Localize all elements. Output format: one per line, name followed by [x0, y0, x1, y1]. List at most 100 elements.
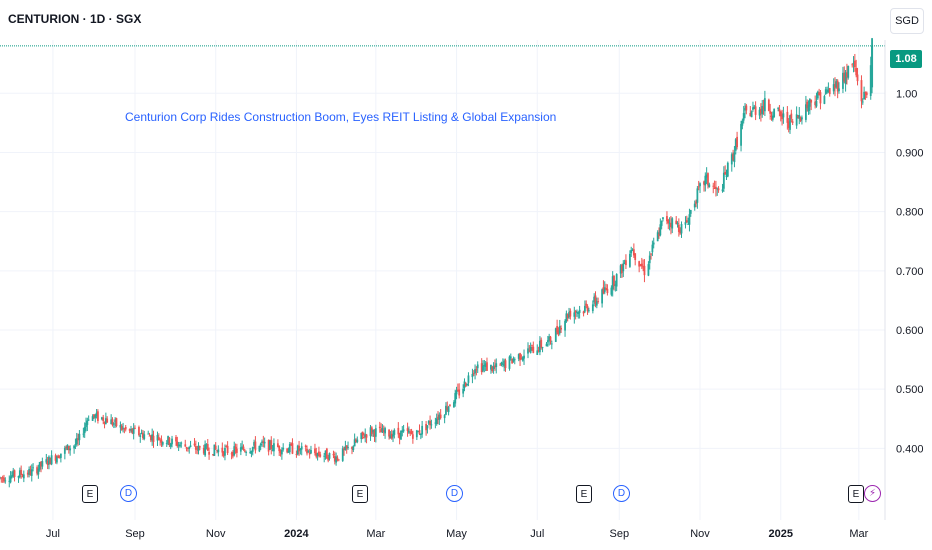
candle-body	[467, 375, 470, 383]
candle-body	[307, 451, 310, 453]
candle-body	[671, 218, 674, 229]
candle-body	[418, 430, 421, 435]
candle-body	[834, 83, 836, 89]
candle-body	[736, 136, 738, 148]
candle-body	[761, 106, 764, 115]
y-tick-label: 0.400	[896, 443, 924, 455]
candle-body	[319, 454, 322, 457]
earnings-icon[interactable]: E	[352, 485, 368, 503]
candle-body	[185, 446, 188, 449]
candle-body	[520, 358, 523, 359]
candle-body	[614, 284, 617, 286]
candle-body	[512, 358, 515, 362]
candle-body	[667, 219, 670, 224]
candle-body	[546, 340, 549, 343]
candle-body	[276, 443, 279, 447]
candle-body	[8, 480, 11, 482]
candle-body	[455, 390, 458, 395]
candle-body	[767, 99, 770, 111]
dividend-icon[interactable]: D	[613, 485, 630, 502]
candle-body	[864, 92, 867, 94]
candle-body	[594, 295, 597, 304]
earnings-icon[interactable]: E	[82, 485, 98, 503]
candle-body	[57, 455, 60, 459]
candle-body	[846, 72, 848, 78]
candle-body	[529, 346, 532, 353]
candle-body	[78, 433, 81, 441]
x-tick-label: Sep	[125, 528, 145, 540]
candle-body	[1, 477, 4, 479]
candle-body	[216, 450, 218, 452]
y-tick-label: 0.900	[896, 147, 924, 159]
candle-body	[703, 181, 705, 185]
candle-body	[628, 253, 631, 267]
candle-body	[532, 346, 535, 353]
candle-body	[392, 435, 394, 437]
candle-body	[650, 253, 652, 255]
candle-body	[159, 439, 162, 441]
candle-body	[106, 418, 109, 423]
candle-body	[270, 440, 273, 449]
candle-body	[290, 443, 293, 446]
candle-body	[684, 222, 687, 225]
candle-body	[3, 477, 5, 482]
candle-body	[509, 356, 512, 359]
candle-body	[20, 469, 23, 476]
grid	[0, 40, 885, 520]
candle-body	[851, 64, 854, 66]
candle-body	[741, 120, 744, 126]
candle-body	[556, 326, 559, 333]
candle-body	[844, 72, 847, 85]
candle-body	[677, 224, 680, 232]
dividend-icon[interactable]: D	[120, 485, 137, 502]
dividend-icon[interactable]: D	[446, 485, 463, 502]
candle-body	[842, 72, 844, 89]
price-axis: 0.400 0.500 0.600 0.700 0.800 0.900 1.00	[896, 88, 924, 455]
candle-body	[554, 328, 557, 342]
candle-body	[659, 224, 662, 236]
candle-body	[288, 444, 291, 453]
candle-body	[406, 428, 409, 431]
candle-body	[157, 436, 160, 441]
candle-body	[638, 261, 641, 267]
candle-body	[631, 249, 634, 252]
lightning-icon[interactable]: ⚡	[864, 485, 881, 502]
candle-body	[871, 45, 874, 88]
candle-body	[253, 442, 255, 446]
earnings-icon[interactable]: E	[576, 485, 592, 503]
candle-body	[687, 224, 690, 225]
candle-body	[566, 314, 569, 319]
candle-body	[786, 111, 789, 123]
candle-body	[308, 452, 311, 455]
candle-body	[254, 441, 257, 451]
candle-body	[721, 189, 724, 192]
candle-body	[225, 446, 228, 447]
candle-body	[46, 461, 49, 465]
last-price-tag: 1.08	[890, 50, 922, 68]
candle-body	[18, 470, 21, 478]
candle-body	[402, 429, 405, 432]
candle-body	[815, 101, 818, 107]
candle-body	[295, 454, 298, 455]
candle-body	[232, 451, 234, 457]
candle-body	[634, 253, 637, 260]
x-tick-label: Sep	[610, 528, 630, 540]
candle-body	[499, 364, 502, 366]
candle-body	[82, 433, 85, 435]
candle-body	[415, 430, 418, 438]
candle-body	[463, 381, 466, 388]
candle-body	[410, 431, 413, 434]
candle-body	[352, 446, 355, 451]
candle-body	[97, 411, 99, 421]
candle-body	[855, 68, 858, 76]
candle-body	[795, 114, 798, 126]
candle-body	[814, 101, 817, 106]
currency-button[interactable]: SGD	[890, 8, 924, 34]
earnings-icon[interactable]: E	[848, 485, 864, 503]
candle-body	[287, 451, 290, 453]
candle-body	[206, 444, 209, 451]
candle-body	[271, 449, 274, 451]
candle-body	[278, 446, 281, 452]
candle-body	[363, 436, 365, 438]
